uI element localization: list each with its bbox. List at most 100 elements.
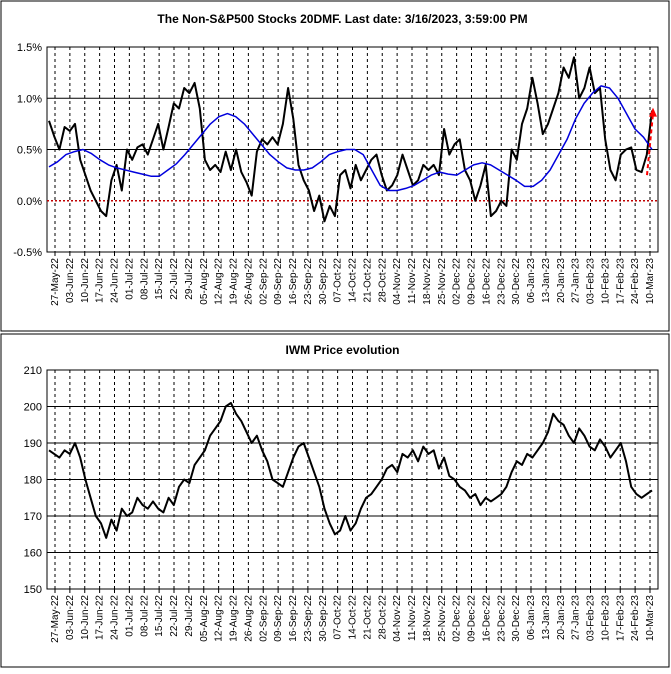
x-tick-label: 08-Jul-22 bbox=[139, 595, 150, 637]
x-tick-label: 17-Feb-23 bbox=[615, 595, 626, 642]
x-tick-label: 24-Jun-22 bbox=[110, 258, 121, 303]
x-tick-label: 26-Aug-22 bbox=[243, 258, 254, 305]
x-tick-label: 18-Nov-22 bbox=[422, 258, 433, 305]
iwm-chart-panel: IWM Price evolution 27-May-22 03-Jun-22 10-… bbox=[24, 343, 659, 643]
x-tick-label: 13-Jan-23 bbox=[541, 595, 552, 640]
y-tick-label: 170 bbox=[24, 511, 42, 523]
y-tick-label: 200 bbox=[24, 402, 42, 414]
x-tick-label: 25-Nov-22 bbox=[437, 258, 448, 305]
x-tick-label: 27-May-22 bbox=[50, 595, 61, 643]
x-tick-label: 22-Jul-22 bbox=[169, 595, 180, 637]
y-tick-label: 0.5% bbox=[17, 145, 42, 157]
x-tick-label: 23-Sep-22 bbox=[303, 595, 314, 642]
chart-title: The Non-S&P500 Stocks 20DMF. Last date: … bbox=[157, 12, 527, 26]
trend-arrow-shaft bbox=[646, 113, 654, 176]
x-tick-label: 29-Jul-22 bbox=[184, 258, 195, 300]
x-tick-label: 21-Oct-22 bbox=[362, 595, 373, 640]
x-tick-label: 04-Nov-22 bbox=[392, 258, 403, 305]
x-tick-label: 01-Jul-22 bbox=[124, 595, 135, 637]
y-tick-label: -0.5% bbox=[13, 247, 42, 259]
x-tick-label: 09-Sep-22 bbox=[273, 258, 284, 305]
average-series-line bbox=[48, 85, 653, 192]
x-tick-label: 14-Oct-22 bbox=[348, 595, 359, 640]
x-tick-label: 16-Dec-22 bbox=[481, 258, 492, 305]
x-tick-label: 14-Oct-22 bbox=[348, 258, 359, 303]
trend-arrow-head bbox=[649, 107, 657, 117]
x-tick-label: 09-Dec-22 bbox=[467, 595, 478, 642]
x-tick-label: 02-Sep-22 bbox=[258, 595, 269, 642]
x-tick-label: 10-Mar-23 bbox=[645, 595, 656, 642]
y-tick-label: 0.0% bbox=[17, 196, 42, 208]
x-tick-label: 05-Aug-22 bbox=[199, 595, 210, 642]
x-tick-label: 26-Aug-22 bbox=[243, 595, 254, 642]
x-tick-label: 30-Sep-22 bbox=[318, 595, 329, 642]
y-tick-label: 150 bbox=[24, 584, 42, 596]
x-tick-label: 24-Feb-23 bbox=[630, 258, 641, 305]
x-tick-label: 07-Oct-22 bbox=[333, 595, 344, 640]
x-tick-label: 10-Jun-22 bbox=[80, 595, 91, 640]
x-tick-label: 12-Aug-22 bbox=[214, 595, 225, 642]
x-tick-label: 27-Jan-23 bbox=[571, 258, 582, 303]
x-tick-label: 28-Oct-22 bbox=[377, 595, 388, 640]
x-tick-label: 18-Nov-22 bbox=[422, 595, 433, 642]
x-tick-label: 19-Aug-22 bbox=[229, 258, 240, 305]
x-tick-label: 02-Dec-22 bbox=[452, 595, 463, 642]
x-tick-label: 23-Sep-22 bbox=[303, 258, 314, 305]
x-tick-label: 02-Sep-22 bbox=[258, 258, 269, 305]
x-tick-label: 23-Dec-22 bbox=[496, 258, 507, 305]
x-tick-label: 16-Dec-22 bbox=[481, 595, 492, 642]
primary-series-line bbox=[48, 56, 653, 223]
x-tick-label: 03-Feb-23 bbox=[586, 258, 597, 305]
x-tick-label: 16-Sep-22 bbox=[288, 595, 299, 642]
mf-chart-panel: The Non-S&P500 Stocks 20DMF. Last date: … bbox=[13, 12, 659, 306]
x-tick-label: 06-Jan-23 bbox=[526, 595, 537, 640]
x-tick-label: 15-Jul-22 bbox=[154, 595, 165, 637]
x-tick-label: 19-Aug-22 bbox=[229, 595, 240, 642]
x-tick-label: 30-Dec-22 bbox=[511, 258, 522, 305]
x-tick-label: 03-Jun-22 bbox=[65, 258, 76, 303]
x-tick-label: 24-Jun-22 bbox=[110, 595, 121, 640]
x-tick-label: 02-Dec-22 bbox=[452, 258, 463, 305]
x-tick-label: 15-Jul-22 bbox=[154, 258, 165, 300]
x-tick-label: 17-Feb-23 bbox=[615, 258, 626, 305]
y-tick-label: 210 bbox=[24, 365, 42, 377]
y-tick-label: 160 bbox=[24, 548, 42, 560]
x-tick-label: 03-Jun-22 bbox=[65, 595, 76, 640]
x-tick-label: 10-Feb-23 bbox=[600, 595, 611, 642]
x-tick-label: 07-Oct-22 bbox=[333, 258, 344, 303]
x-tick-label: 23-Dec-22 bbox=[496, 595, 507, 642]
x-tick-label: 11-Nov-22 bbox=[407, 595, 418, 641]
x-tick-label: 20-Jan-23 bbox=[556, 258, 567, 303]
y-tick-label: 1.0% bbox=[17, 93, 42, 105]
y-tick-label: 190 bbox=[24, 438, 42, 450]
x-tick-label: 22-Jul-22 bbox=[169, 258, 180, 300]
chart-title: IWM Price evolution bbox=[285, 343, 399, 357]
x-tick-label: 11-Nov-22 bbox=[407, 258, 418, 304]
x-tick-label: 05-Aug-22 bbox=[199, 258, 210, 305]
y-tick-label: 180 bbox=[24, 475, 42, 487]
x-tick-label: 06-Jan-23 bbox=[526, 258, 537, 303]
y-tick-label: 1.5% bbox=[17, 42, 42, 54]
x-tick-label: 30-Dec-22 bbox=[511, 595, 522, 642]
x-tick-label: 03-Feb-23 bbox=[586, 595, 597, 642]
x-tick-label: 20-Jan-23 bbox=[556, 595, 567, 640]
x-tick-label: 27-May-22 bbox=[50, 258, 61, 306]
x-tick-label: 10-Feb-23 bbox=[600, 258, 611, 305]
x-tick-label: 29-Jul-22 bbox=[184, 595, 195, 637]
x-tick-label: 16-Sep-22 bbox=[288, 258, 299, 305]
x-tick-label: 30-Sep-22 bbox=[318, 258, 329, 305]
x-tick-label: 10-Jun-22 bbox=[80, 258, 91, 303]
x-tick-label: 27-Jan-23 bbox=[571, 595, 582, 640]
x-tick-label: 21-Oct-22 bbox=[362, 258, 373, 303]
x-tick-label: 25-Nov-22 bbox=[437, 595, 448, 642]
x-tick-label: 04-Nov-22 bbox=[392, 595, 403, 642]
x-tick-label: 12-Aug-22 bbox=[214, 258, 225, 305]
x-tick-label: 13-Jan-23 bbox=[541, 258, 552, 303]
primary-series-line bbox=[48, 401, 653, 539]
x-tick-label: 10-Mar-23 bbox=[645, 258, 656, 305]
x-tick-label: 09-Sep-22 bbox=[273, 595, 284, 642]
x-tick-label: 24-Feb-23 bbox=[630, 595, 641, 642]
x-tick-label: 09-Dec-22 bbox=[467, 258, 478, 305]
